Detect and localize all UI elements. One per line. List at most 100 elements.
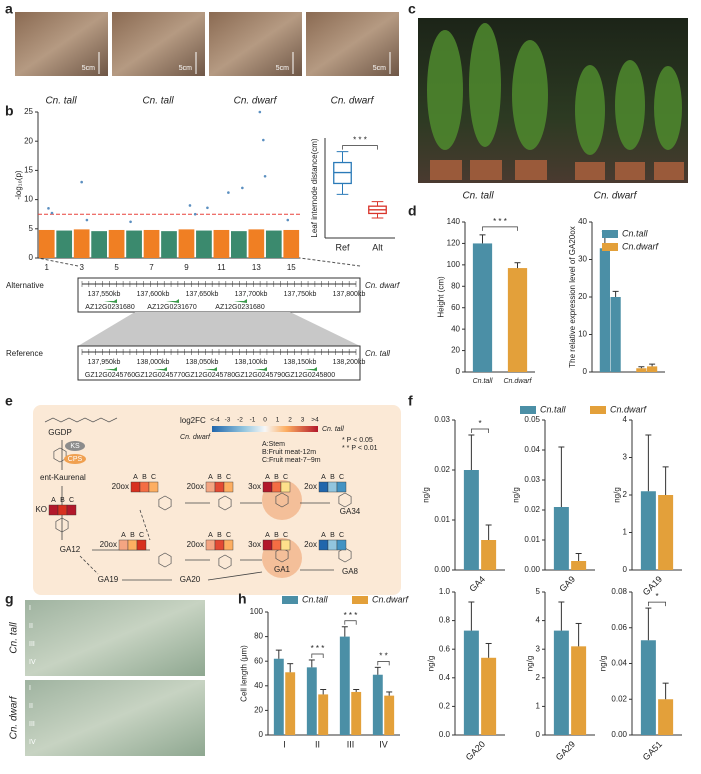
- compound: GA1: [274, 565, 291, 574]
- heat-cell: [271, 481, 282, 493]
- chromosome-band: [265, 230, 282, 258]
- heat-cell: [57, 504, 68, 516]
- track-label: Reference: [6, 349, 43, 358]
- photo: [209, 12, 302, 76]
- x-tick-label: 13: [252, 263, 261, 272]
- heat-cell: [136, 539, 147, 551]
- legend-swatch: [352, 596, 368, 604]
- compound: GA8: [342, 567, 359, 576]
- enzyme: 20ox: [187, 540, 204, 549]
- scale-label: -2: [237, 417, 243, 424]
- x-tick-label: 15: [287, 263, 296, 272]
- heat-cell: [280, 539, 291, 551]
- bar: [463, 630, 479, 735]
- gene-arrow: [204, 367, 217, 371]
- heat-header: C: [139, 532, 144, 539]
- heat-header: C: [339, 474, 344, 481]
- x-tick-label: Cn.dwarf: [503, 378, 532, 385]
- photo-caption: Cn. dwarf: [331, 96, 375, 107]
- photo-caption: Cn. dwarf: [594, 191, 638, 202]
- legend-label: Cn.dwarf: [622, 241, 660, 251]
- y-tick-label: 0.02: [611, 694, 627, 703]
- bar: [507, 268, 528, 372]
- gene-label: GZ12G0245760: [85, 372, 135, 379]
- chromosome-band: [126, 230, 142, 258]
- x-tick-label: Alt: [372, 242, 383, 252]
- heat-header: A: [133, 474, 138, 481]
- chromosome-band: [178, 229, 195, 258]
- gene-arrow: [166, 299, 179, 303]
- y-tick-label: 80: [451, 281, 460, 290]
- x-tick-label: I: [283, 739, 286, 749]
- compound: GGDP: [48, 428, 72, 437]
- track-label: Alternative: [6, 281, 44, 290]
- bar: [273, 658, 284, 735]
- heat-cell: [214, 481, 225, 493]
- pathway-arrow: [207, 571, 263, 581]
- enzyme-badge: [64, 454, 86, 464]
- x-tick-label: 7: [149, 263, 154, 272]
- legend-swatch: [602, 243, 618, 251]
- synthase: CPS: [68, 456, 83, 463]
- significance-bracket: [344, 620, 357, 625]
- significance-bracket: [471, 428, 489, 433]
- x-tick-label: Cn.tall: [473, 378, 493, 385]
- enzyme-badge: [65, 441, 85, 451]
- panel-label: b: [5, 103, 14, 119]
- enzyme: 3ox: [248, 482, 261, 491]
- panel-label: d: [408, 203, 417, 219]
- significance-label: * * *: [493, 217, 507, 226]
- heat-header: B: [217, 474, 222, 481]
- y-tick-label: 0: [29, 253, 34, 262]
- chromosome-band: [73, 229, 90, 258]
- tissue: A:Stem: [262, 441, 285, 448]
- point: [258, 110, 262, 114]
- enzyme: 20ox: [187, 482, 204, 491]
- significance-bracket: [648, 601, 666, 607]
- y-tick-label: 20: [578, 292, 587, 301]
- zoom-line: [37, 257, 79, 267]
- y-tick-label: 15: [24, 166, 33, 175]
- y-axis-label: Leaf internode distance(cm): [310, 138, 319, 238]
- legend-swatch: [282, 596, 298, 604]
- panel-label: h: [238, 591, 247, 607]
- row-label: IV: [29, 739, 36, 746]
- scale-label: 3: [301, 417, 305, 424]
- y-axis-label: ng/g: [526, 656, 535, 672]
- heat-header: A: [208, 532, 213, 539]
- y-tick-label: 25: [24, 107, 33, 116]
- row-label: III: [29, 721, 35, 728]
- row-label: II: [29, 623, 33, 630]
- point: [188, 204, 192, 207]
- x-tick-label: 1: [45, 263, 50, 272]
- photo: [25, 680, 205, 756]
- y-tick-label: 0.05: [524, 415, 540, 424]
- legend-swatch: [520, 406, 536, 414]
- bar: [658, 699, 674, 735]
- scale-label: -1: [250, 417, 256, 424]
- x-tick-label: 3: [79, 263, 84, 272]
- position-label: 137,550kb: [88, 291, 121, 298]
- y-axis-label: ng/g: [426, 656, 435, 672]
- chromosome-band: [143, 229, 160, 258]
- bar: [647, 366, 658, 372]
- legend-title: log2FC: [180, 416, 206, 425]
- significance-label: *: [655, 592, 658, 601]
- y-tick-label: 0.00: [524, 565, 540, 574]
- point: [286, 218, 290, 222]
- scale-label: 5cm: [179, 65, 192, 72]
- x-tick-label: IV: [379, 739, 388, 749]
- y-tick-label: 100: [447, 260, 461, 269]
- chromosome-band: [161, 231, 177, 258]
- y-tick-label: 0.08: [611, 587, 627, 596]
- y-tick-label: 5: [29, 224, 34, 233]
- enzyme: 20ox: [100, 540, 117, 549]
- compound: ent-Kaurenal: [40, 473, 86, 482]
- position-label: 138,100kb: [235, 359, 268, 366]
- chromosome-band: [91, 231, 107, 258]
- panel-label: a: [5, 1, 13, 17]
- compound: GA19: [98, 575, 119, 584]
- bar: [351, 691, 362, 735]
- x-tick-label: GA19: [641, 574, 664, 597]
